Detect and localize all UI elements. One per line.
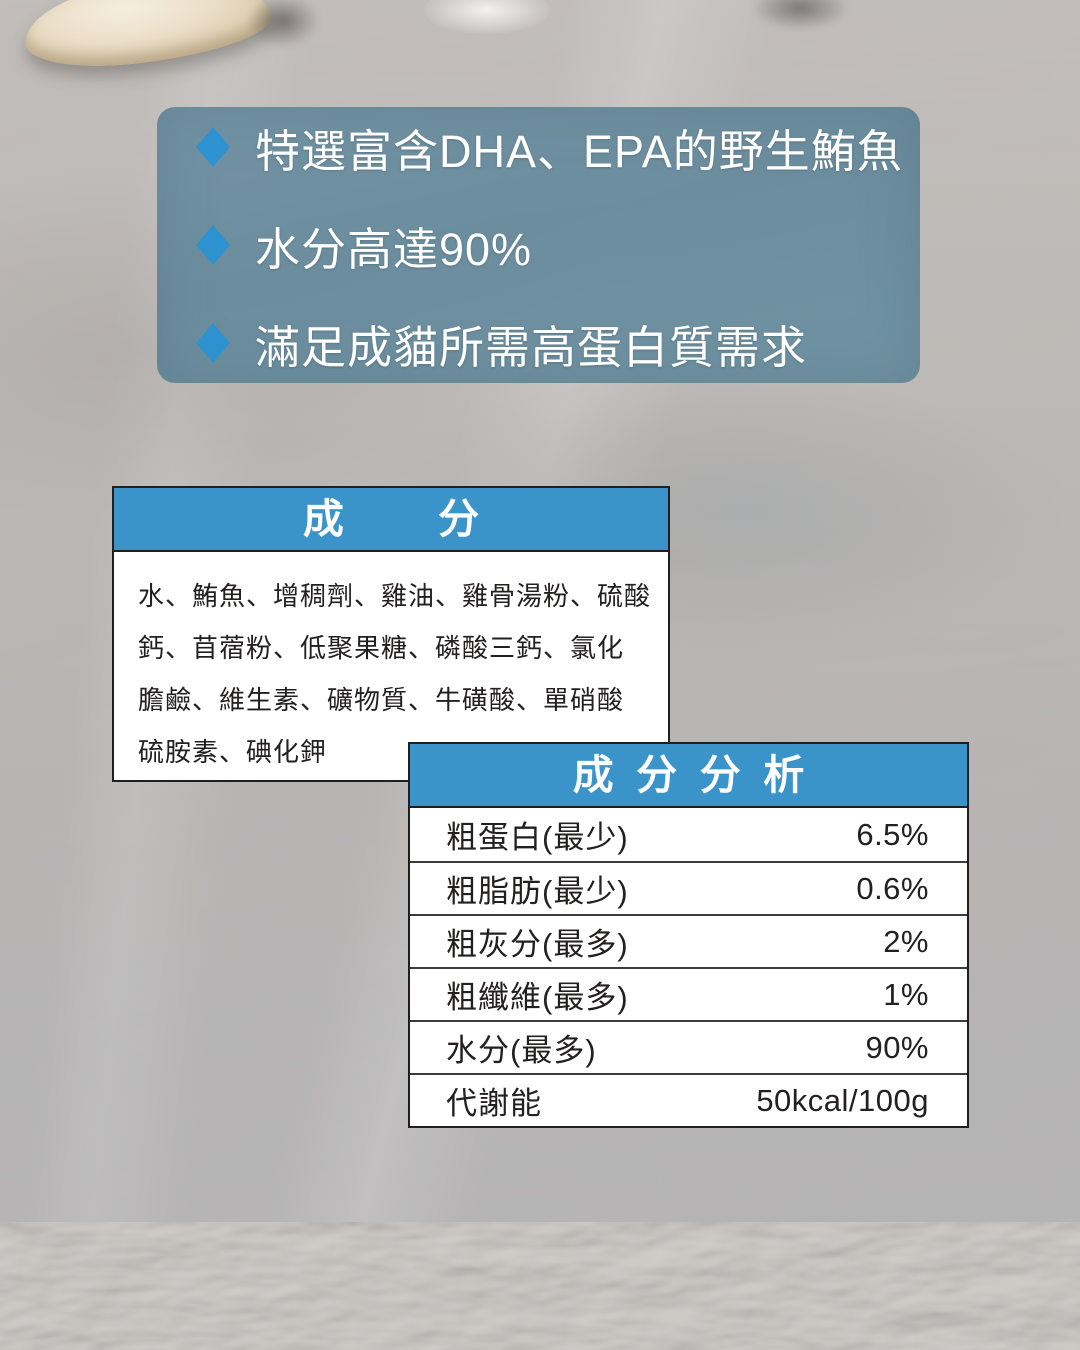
analysis-header: 成分分析 <box>410 744 967 808</box>
analysis-title: 成分分析 <box>572 751 827 798</box>
feature-item: 滿足成貓所需高蛋白質需求 <box>193 311 920 376</box>
row-value: 50kcal/100g <box>756 1082 929 1118</box>
ingredients-card: 成分 水、鮪魚、增稠劑、雞油、雞骨湯粉、硫酸 鈣、苜蓿粉、低聚果糖、磷酸三鈣、氯… <box>112 486 670 782</box>
feature-item: 水分高達90% <box>193 213 920 278</box>
shell-shadow <box>246 0 320 48</box>
row-value: 0.6% <box>856 870 929 906</box>
table-row: 粗蛋白(最少) 6.5% <box>410 808 967 861</box>
ingredient-line: 鈣、苜蓿粉、低聚果糖、磷酸三鈣、氯化 <box>138 633 625 663</box>
row-label: 粗脂肪(最少) <box>446 874 629 909</box>
table-row: 粗纖維(最多) 1% <box>410 967 967 1020</box>
feature-text: 水分高達90% <box>255 223 533 275</box>
analysis-card: 成分分析 粗蛋白(最少) 6.5% 粗脂肪(最少) 0.6% 粗灰分(最多) 2… <box>408 742 969 1128</box>
row-value: 6.5% <box>856 816 929 852</box>
ingredient-line: 水、鮪魚、增稠劑、雞油、雞骨湯粉、硫酸 <box>138 581 652 611</box>
table-row: 粗脂肪(最少) 0.6% <box>410 861 967 914</box>
feature-panel: 特選富含DHA、EPA的野生鮪魚 水分高達90% 滿足成貓所需高蛋白質需求 <box>157 107 920 383</box>
row-label: 粗纖維(最多) <box>446 980 629 1015</box>
row-label: 水分(最多) <box>446 1033 597 1068</box>
table-row: 粗灰分(最多) 2% <box>410 914 967 967</box>
row-value: 90% <box>865 1029 929 1065</box>
diamond-bullet-icon <box>196 322 230 364</box>
row-value: 2% <box>883 923 929 959</box>
analysis-table: 粗蛋白(最少) 6.5% 粗脂肪(最少) 0.6% 粗灰分(最多) 2% 粗纖維… <box>410 808 967 1126</box>
ingredients-header: 成分 <box>114 488 668 552</box>
row-value: 1% <box>883 976 929 1012</box>
feature-item: 特選富含DHA、EPA的野生鮪魚 <box>193 115 920 180</box>
stucco-tint-overlay <box>0 1222 1080 1350</box>
ingredient-line: 硫胺素、碘化鉀 <box>138 737 328 767</box>
table-row: 代謝能 50kcal/100g <box>410 1073 967 1126</box>
row-label: 粗蛋白(最少) <box>446 820 629 855</box>
feature-text: 特選富含DHA、EPA的野生鮪魚 <box>255 125 903 177</box>
ingredients-body: 水、鮪魚、增稠劑、雞油、雞骨湯粉、硫酸 鈣、苜蓿粉、低聚果糖、磷酸三鈣、氯化 膽… <box>114 552 668 778</box>
diamond-bullet-icon <box>196 224 230 266</box>
row-label: 粗灰分(最多) <box>446 927 629 962</box>
stucco-texture-band <box>0 1222 1080 1350</box>
ingredients-title: 成分 <box>302 495 574 542</box>
row-label: 代謝能 <box>446 1086 542 1121</box>
ingredient-line: 膽鹼、維生素、礦物質、牛磺酸、單硝酸 <box>138 685 625 715</box>
feature-text: 滿足成貓所需高蛋白質需求 <box>255 321 808 373</box>
table-row: 水分(最多) 90% <box>410 1020 967 1073</box>
diamond-bullet-icon <box>196 126 230 168</box>
